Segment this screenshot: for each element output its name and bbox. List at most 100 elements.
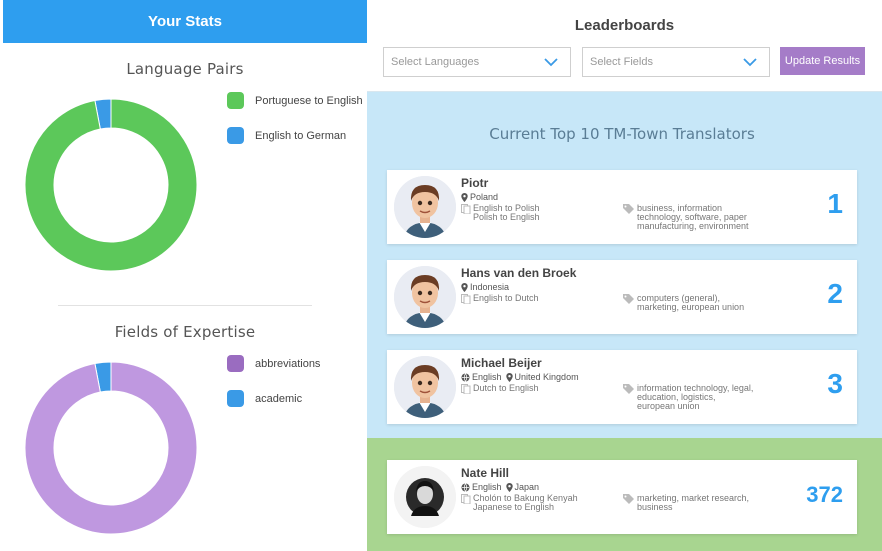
your-stats-header: Your Stats (3, 0, 367, 43)
select-languages-placeholder: Select Languages (391, 56, 480, 68)
field-line: manufacturing, environment (637, 221, 749, 231)
tag-icon (623, 204, 634, 214)
field-line: marketing, market research, (637, 493, 750, 503)
legend-item-english-to-german[interactable]: English to German (227, 127, 346, 144)
rank-number: 372 (806, 482, 843, 507)
leaderboards-toolbar: Leaderboards Select Languages Select Fie… (367, 0, 882, 92)
language-pairs-list: English to Dutch (461, 293, 539, 304)
legend-swatch (227, 390, 244, 407)
update-results-button[interactable]: Update Results (780, 47, 865, 75)
location-text: Japan (514, 482, 540, 492)
field-line: technology, software, paper (637, 212, 747, 222)
field-line: information technology, legal, (637, 383, 754, 393)
avatar[interactable] (394, 356, 456, 418)
photo-avatar-icon (394, 466, 456, 528)
field-line: european union (637, 401, 700, 411)
documents-icon (461, 494, 471, 504)
language-pairs-list: Dutch to English (461, 383, 539, 394)
location-text: United Kingdom (514, 372, 579, 382)
chevron-down-icon (743, 58, 757, 67)
native-language-text: English (472, 372, 502, 382)
cartoon-avatar-icon (394, 356, 456, 418)
fields-list: business, information technology, softwa… (623, 204, 763, 231)
fields-of-expertise-title: Fields of Expertise (114, 323, 256, 341)
tag-icon (623, 384, 634, 394)
map-pin-icon (461, 192, 468, 202)
field-line: education, logistics, (637, 392, 716, 402)
legend-swatch (227, 355, 244, 372)
legend-item-portuguese-to-english[interactable]: Portuguese to English (227, 92, 363, 109)
avatar[interactable] (394, 266, 456, 328)
translator-name[interactable]: Piotr (461, 176, 489, 190)
cartoon-avatar-icon (394, 266, 456, 328)
documents-icon (461, 204, 471, 214)
language-pairs-list: English to Polish Polish to English (461, 204, 540, 222)
legend-label: Portuguese to English (255, 94, 363, 107)
legend-item-abbreviations[interactable]: abbreviations (227, 355, 320, 372)
location-text: Indonesia (470, 282, 510, 292)
select-languages-dropdown[interactable]: Select Languages (383, 47, 571, 77)
language-pairs-title: Language Pairs (126, 60, 244, 78)
fields-of-expertise-donut (24, 361, 198, 535)
translator-location: English Japan (461, 482, 539, 492)
field-line: marketing, european union (637, 302, 745, 312)
leaderboards-panel: Leaderboards Select Languages Select Fie… (367, 0, 882, 551)
leaderboards-title: Leaderboards (574, 17, 675, 34)
fields-list: marketing, market research, business (623, 494, 763, 512)
globe-icon (461, 482, 470, 492)
current-top-title: Current Top 10 TM-Town Translators (489, 125, 755, 143)
location-text: Poland (470, 192, 499, 202)
map-pin-icon (461, 282, 468, 292)
documents-icon (461, 294, 471, 304)
translator-name[interactable]: Nate Hill (461, 466, 510, 480)
translator-name[interactable]: Hans van den Broek (461, 266, 577, 280)
legend-swatch (227, 127, 244, 144)
legend-label: abbreviations (255, 357, 321, 370)
donut-slice-portuguese-to-english[interactable] (24, 98, 198, 272)
language-pair: Dutch to English (473, 383, 539, 393)
legend-item-academic[interactable]: academic (227, 390, 302, 407)
avatar[interactable] (394, 176, 456, 238)
language-pairs-donut (24, 98, 198, 272)
language-pairs-list: Cholón to Bakung Kenyah Japanese to Engl… (461, 494, 578, 512)
select-fields-placeholder: Select Fields (590, 56, 653, 68)
documents-icon (461, 384, 471, 394)
rank-number: 1 (827, 188, 843, 219)
language-pair: Japanese to English (473, 502, 555, 512)
tag-icon (623, 294, 634, 304)
field-line: business, information (637, 203, 723, 213)
my-rank-card[interactable]: Nate Hill English Japan Cholón to Bakung… (387, 460, 857, 534)
field-line: computers (general), (637, 293, 721, 303)
translator-location: English United Kingdom (461, 372, 579, 382)
rank-number: 3 (827, 368, 843, 399)
translator-location: Indonesia (461, 282, 509, 292)
map-pin-icon (505, 372, 513, 382)
fields-list: information technology, legal, education… (623, 384, 763, 411)
legend-swatch (227, 92, 244, 109)
legend-label: academic (255, 392, 303, 405)
translator-card[interactable]: Michael Beijer English United Kingdom Du… (387, 350, 857, 424)
fields-list: computers (general), marketing, european… (623, 294, 763, 312)
your-stats-panel: Your Stats Language Pairs Portuguese to … (3, 0, 367, 548)
donut-slice-abbreviations[interactable] (24, 361, 198, 535)
translator-card[interactable]: Piotr Poland English to Polish Polish to… (387, 170, 857, 244)
section-divider (58, 305, 312, 306)
select-fields-dropdown[interactable]: Select Fields (582, 47, 770, 77)
language-pair: Polish to English (473, 212, 540, 222)
translator-name[interactable]: Michael Beijer (461, 356, 542, 370)
rank-number: 2 (827, 278, 843, 309)
native-language-text: English (472, 482, 502, 492)
globe-icon (461, 372, 470, 382)
language-pair: English to Dutch (473, 293, 539, 303)
language-pair: English to Polish (473, 203, 540, 213)
chevron-down-icon (544, 58, 558, 67)
language-pair: Cholón to Bakung Kenyah (473, 493, 578, 503)
field-line: business (637, 502, 673, 512)
map-pin-icon (505, 482, 513, 492)
avatar[interactable] (394, 466, 456, 528)
translator-location: Poland (461, 192, 498, 202)
translator-card[interactable]: Hans van den Broek Indonesia English to … (387, 260, 857, 334)
tag-icon (623, 494, 634, 504)
legend-label: English to German (255, 129, 347, 142)
cartoon-avatar-icon (394, 176, 456, 238)
